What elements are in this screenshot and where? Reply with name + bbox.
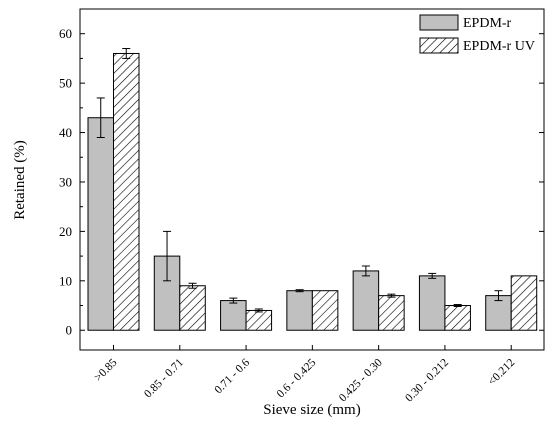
bar-epdm-r [418,275,446,331]
bar-epdm-r-uv [179,285,206,331]
x-category-label: >0.85 [92,356,119,383]
bar-epdm-r [352,270,380,331]
bar-epdm-r-uv [245,309,273,331]
bars-group [87,48,538,331]
legend: EPDM-r EPDM-r UV [419,14,535,54]
bar-epdm-r [87,117,114,331]
x-axis-categories: >0.85 0.85 - 0.71 0.71 - 0.6 0.6 - 0.425 0.4… [92,345,518,404]
bar-epdm-r-uv [444,305,471,331]
x-category-label: 0.6 - 0.425 [275,356,319,400]
legend-label-epdm-r: EPDM-r [463,16,512,31]
bar-epdm-r [220,300,247,331]
bar-epdm-r-uv [378,295,405,331]
legend-swatch-epdm-r [419,14,459,31]
bar-epdm-r-uv [510,275,538,331]
bar-epdm-r-uv [113,52,140,331]
bar-epdm-r-uv [311,290,339,331]
x-axis-title: Sieve size (mm) [263,402,360,418]
y-tick-label: 40 [59,125,72,140]
y-axis-title: Retained (%) [12,140,28,220]
y-tick-label: 0 [66,323,73,338]
y-tick-label: 30 [59,174,72,189]
y-tick-label: 20 [59,224,72,239]
x-category-label: 0.30 - 0.212 [403,356,451,404]
y-tick-label: 10 [59,273,72,288]
y-axis: 0 10 20 30 40 50 60 [59,26,544,338]
bar-epdm-r [286,290,313,331]
legend-label-epdm-r-uv: EPDM-r UV [463,39,535,54]
legend-swatch-epdm-r-uv [419,37,459,54]
y-tick-label: 60 [59,26,72,41]
y-tick-label: 50 [59,76,72,91]
x-category-label: 0.85 - 0.71 [142,356,186,400]
x-category-label: 0.71 - 0.6 [213,356,253,396]
x-category-label: 0.425 - 0.30 [337,356,385,404]
x-category-label: <0.212 [486,356,518,388]
